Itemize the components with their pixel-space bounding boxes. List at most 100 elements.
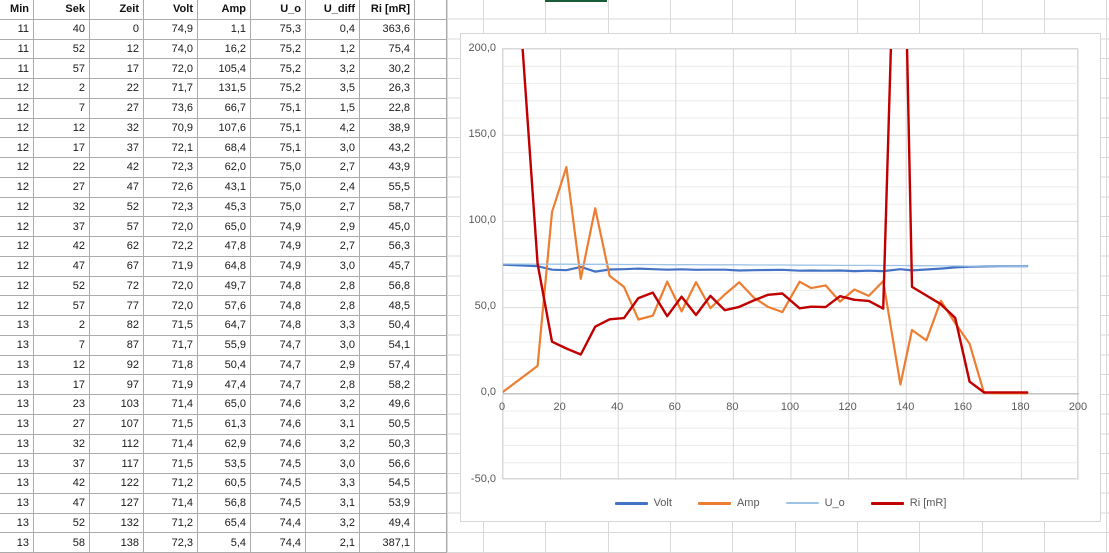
table-cell[interactable]	[415, 118, 447, 139]
table-cell[interactable]: 23	[34, 395, 90, 415]
table-cell[interactable]: 74,8	[251, 276, 306, 297]
table-cell[interactable]: 72,2	[144, 237, 198, 257]
table-cell[interactable]: 57	[90, 217, 144, 237]
table-cell[interactable]	[415, 98, 447, 119]
table-cell[interactable]: 71,4	[144, 493, 198, 514]
table-cell[interactable]: 0,4	[306, 19, 360, 40]
table-cell[interactable]: 75,0	[251, 197, 306, 218]
table-cell[interactable]: 57,4	[360, 355, 415, 376]
table-cell[interactable]: 13	[0, 474, 34, 494]
table-cell[interactable]: 22	[90, 79, 144, 99]
table-cell[interactable]: 71,2	[144, 513, 198, 534]
table-cell[interactable]: 74,8	[251, 316, 306, 336]
table-cell[interactable]: 0	[90, 19, 144, 40]
table-cell[interactable]: 12	[0, 158, 34, 178]
table-cell[interactable]: 13	[0, 395, 34, 415]
table-cell[interactable]: 72,0	[144, 276, 198, 297]
table-cell[interactable]: 71,7	[144, 79, 198, 99]
table-cell[interactable]: 1,5	[306, 98, 360, 119]
table-cell[interactable]: 12	[0, 296, 34, 316]
table-cell[interactable]: 2,4	[306, 177, 360, 198]
table-cell[interactable]: 37	[34, 217, 90, 237]
table-cell[interactable]: 54,1	[360, 335, 415, 356]
table-cell[interactable]: 55,5	[360, 177, 415, 198]
table-cell[interactable]: 64,7	[198, 316, 251, 336]
table-cell[interactable]	[415, 474, 447, 494]
table-cell[interactable]: 13	[0, 454, 34, 474]
table-cell[interactable]: 12	[0, 197, 34, 218]
table-cell[interactable]: 3,2	[306, 434, 360, 455]
table-cell[interactable]: 97	[90, 375, 144, 395]
table-cell[interactable]: 62	[90, 237, 144, 257]
table-cell[interactable]: 12	[0, 79, 34, 99]
table-cell[interactable]	[415, 375, 447, 395]
table-cell[interactable]: 13	[0, 316, 34, 336]
legend-item-ri-mr-[interactable]: Ri [mR]	[870, 497, 946, 509]
table-cell[interactable]: 3,1	[306, 493, 360, 514]
table-cell[interactable]: 50,4	[360, 316, 415, 336]
table-cell[interactable]: 3,2	[306, 395, 360, 415]
table-cell[interactable]: 45,7	[360, 256, 415, 277]
table-cell[interactable]: 132	[90, 513, 144, 534]
table-cell[interactable]: 45,3	[198, 197, 251, 218]
table-cell[interactable]: 71,4	[144, 434, 198, 455]
table-cell[interactable]: 45,0	[360, 217, 415, 237]
table-cell[interactable]: 75,0	[251, 158, 306, 178]
table-cell[interactable]: 43,9	[360, 158, 415, 178]
table-cell[interactable]: 71,7	[144, 335, 198, 356]
column-header[interactable]: Amp	[198, 0, 251, 20]
table-cell[interactable]	[415, 276, 447, 297]
table-cell[interactable]: 49,4	[360, 513, 415, 534]
table-cell[interactable]: 56,6	[360, 454, 415, 474]
table-cell[interactable]: 2,8	[306, 276, 360, 297]
table-cell[interactable]: 11	[0, 39, 34, 60]
table-cell[interactable]: 65,0	[198, 217, 251, 237]
table-cell[interactable]: 74,4	[251, 533, 306, 553]
column-header[interactable]: Ri [mR]	[360, 0, 415, 20]
table-cell[interactable]: 363,6	[360, 19, 415, 40]
table-cell[interactable]: 43,2	[360, 138, 415, 158]
table-cell[interactable]: 27	[34, 177, 90, 198]
column-header[interactable]: U_diff	[306, 0, 360, 20]
table-cell[interactable]: 75,2	[251, 59, 306, 79]
table-cell[interactable]	[415, 59, 447, 79]
table-cell[interactable]: 72	[90, 276, 144, 297]
table-cell[interactable]	[415, 39, 447, 60]
table-cell[interactable]: 13	[0, 533, 34, 553]
table-cell[interactable]: 74,5	[251, 454, 306, 474]
table-cell[interactable]: 13	[0, 414, 34, 435]
table-cell[interactable]: 117	[90, 454, 144, 474]
table-cell[interactable]	[415, 256, 447, 277]
table-cell[interactable]	[415, 217, 447, 237]
table-cell[interactable]: 3,3	[306, 316, 360, 336]
table-cell[interactable]	[415, 237, 447, 257]
column-header[interactable]: Min	[0, 0, 34, 20]
table-cell[interactable]: 64,8	[198, 256, 251, 277]
table-cell[interactable]: 11	[0, 59, 34, 79]
table-cell[interactable]: 50,4	[198, 355, 251, 376]
table-cell[interactable]: 387,1	[360, 533, 415, 553]
table-cell[interactable]: 7	[34, 335, 90, 356]
table-cell[interactable]: 112	[90, 434, 144, 455]
table-cell[interactable]: 2,8	[306, 296, 360, 316]
table-cell[interactable]: 12	[0, 217, 34, 237]
table-cell[interactable]: 3,1	[306, 414, 360, 435]
table-cell[interactable]: 32	[34, 197, 90, 218]
table-cell[interactable]: 30,2	[360, 59, 415, 79]
table-cell[interactable]: 43,1	[198, 177, 251, 198]
table-cell[interactable]: 16,2	[198, 39, 251, 60]
table-cell[interactable]: 37	[90, 138, 144, 158]
table-cell[interactable]: 2	[34, 79, 90, 99]
table-cell[interactable]: 131,5	[198, 79, 251, 99]
table-cell[interactable]: 60,5	[198, 474, 251, 494]
table-cell[interactable]: 13	[0, 375, 34, 395]
column-header[interactable]	[415, 0, 447, 20]
table-cell[interactable]: 17	[34, 138, 90, 158]
table-cell[interactable]: 72,3	[144, 158, 198, 178]
table-cell[interactable]: 13	[0, 355, 34, 376]
table-cell[interactable]: 74,7	[251, 335, 306, 356]
table-cell[interactable]: 12	[0, 276, 34, 297]
table-cell[interactable]: 12	[0, 138, 34, 158]
table-cell[interactable]: 138	[90, 533, 144, 553]
legend-item-volt[interactable]: Volt	[614, 497, 672, 509]
